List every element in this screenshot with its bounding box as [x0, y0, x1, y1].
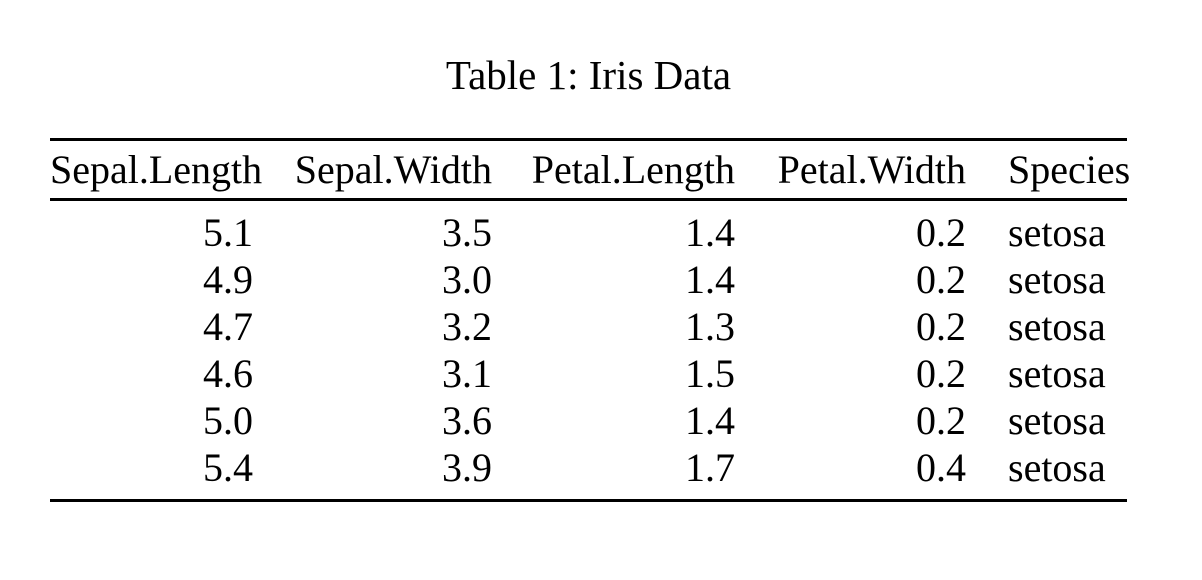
cell-petal-width: 0.2 [916, 257, 966, 302]
iris-data-table: Sepal.Length Sepal.Width Petal.Length Pe… [50, 138, 1131, 502]
table-caption: Table 1: Iris Data [445, 52, 732, 98]
cell-sepal-width: 3.6 [442, 398, 492, 443]
cell-sepal-length: 5.0 [203, 398, 253, 443]
cell-species: setosa [1008, 351, 1106, 396]
table-row: 5.0 3.6 1.4 0.2 setosa [50, 397, 1127, 444]
cell-sepal-width: 3.9 [442, 445, 492, 490]
column-header-species: Species [1008, 147, 1131, 192]
cell-petal-length: 1.4 [685, 398, 735, 443]
data-table: Sepal.Length Sepal.Width Petal.Length Pe… [50, 138, 1131, 502]
cell-petal-width: 0.4 [916, 445, 966, 490]
table-row: 4.6 3.1 1.5 0.2 setosa [50, 350, 1127, 397]
cell-petal-length: 1.7 [685, 445, 735, 490]
cell-sepal-width: 3.5 [442, 210, 492, 255]
table-row: 4.9 3.0 1.4 0.2 setosa [50, 256, 1127, 303]
cell-petal-width: 0.2 [916, 210, 966, 255]
cell-sepal-length: 4.6 [203, 351, 253, 396]
column-header-petal-width: Petal.Width [777, 147, 966, 192]
cell-petal-length: 1.4 [685, 210, 735, 255]
cell-sepal-width: 3.0 [442, 257, 492, 302]
cell-species: setosa [1008, 210, 1106, 255]
cell-petal-width: 0.2 [916, 398, 966, 443]
cell-petal-width: 0.2 [916, 351, 966, 396]
column-header-petal-length: Petal.Length [531, 147, 735, 192]
table-row: 4.7 3.2 1.3 0.2 setosa [50, 303, 1127, 350]
cell-petal-length: 1.3 [685, 304, 735, 349]
cell-species: setosa [1008, 304, 1106, 349]
cell-sepal-length: 5.4 [203, 445, 253, 490]
cell-sepal-width: 3.1 [442, 351, 492, 396]
cell-species: setosa [1008, 398, 1106, 443]
cell-sepal-length: 4.7 [203, 304, 253, 349]
header-row: Sepal.Length Sepal.Width Petal.Length Pe… [50, 140, 1131, 200]
cell-sepal-length: 4.9 [203, 257, 253, 302]
cell-species: setosa [1008, 257, 1106, 302]
cell-petal-length: 1.5 [685, 351, 735, 396]
cell-sepal-width: 3.2 [442, 304, 492, 349]
cell-species: setosa [1008, 445, 1106, 490]
cell-sepal-length: 5.1 [203, 210, 253, 255]
table-row: 5.1 3.5 1.4 0.2 setosa [50, 200, 1127, 257]
cell-petal-length: 1.4 [685, 257, 735, 302]
column-header-sepal-length: Sepal.Length [50, 147, 263, 192]
column-header-sepal-width: Sepal.Width [294, 147, 492, 192]
cell-petal-width: 0.2 [916, 304, 966, 349]
table-row: 5.4 3.9 1.7 0.4 setosa [50, 444, 1127, 501]
